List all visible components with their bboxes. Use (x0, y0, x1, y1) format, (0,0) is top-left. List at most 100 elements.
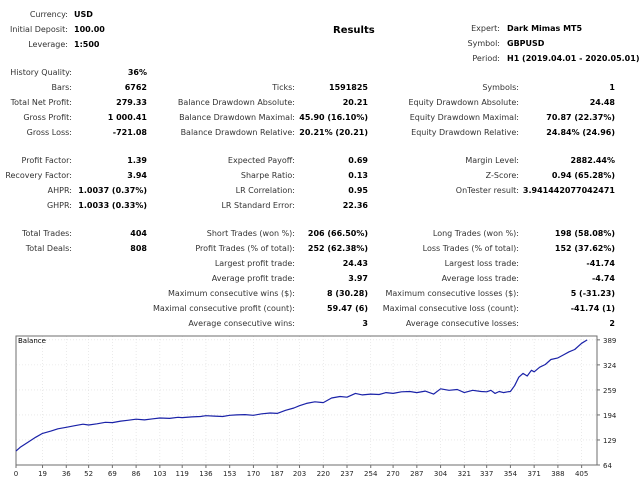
largest-loss-trade-label: Largest loss trade: (444, 259, 519, 268)
period-value: H1 (2019.04.01 - 2020.05.01) (507, 54, 640, 63)
ticks-label: Ticks: (272, 83, 295, 92)
maximal-consecutive-profit-value: 59.47 (6) (327, 304, 368, 313)
x-tick-label: 0 (14, 470, 18, 478)
average-profit-trade-value: 3.97 (348, 274, 368, 283)
gross-loss-value: -721.08 (112, 128, 147, 137)
loss-trades-label: Loss Trades (% of total): (422, 244, 519, 253)
x-tick-label: 405 (575, 470, 588, 478)
recovery-factor-value: 3.94 (127, 171, 147, 180)
leverage-label: Leverage: (28, 40, 68, 49)
x-tick-label: 103 (153, 470, 166, 478)
equity-drawdown-absolute-label: Equity Drawdown Absolute: (408, 98, 519, 107)
x-tick-label: 203 (293, 470, 306, 478)
z-score-label: Z-Score: (485, 171, 519, 180)
lr-standard-error-value: 22.36 (342, 201, 368, 210)
short-trades-value: 206 (66.50%) (307, 229, 368, 238)
short-trades-label: Short Trades (won %): (206, 229, 295, 238)
history-quality-label: History Quality: (10, 68, 72, 77)
x-tick-label: 321 (458, 470, 471, 478)
symbol-value: GBPUSD (507, 39, 545, 48)
x-tick-label: 86 (132, 470, 141, 478)
bars-label: Bars: (51, 83, 72, 92)
ticks-value: 1591825 (329, 83, 368, 92)
max-consecutive-wins-label: Maximum consecutive wins ($): (167, 289, 295, 298)
average-loss-trade-value: -4.74 (591, 274, 615, 283)
profit-factor-label: Profit Factor: (21, 156, 72, 165)
ghpr-label: GHPR: (46, 201, 72, 210)
ghpr-value: 1.0033 (0.33%) (78, 201, 147, 210)
balance-chart-svg: Balance 0 19 36 52 69 86 103 119 136 153 170 187 203… (14, 335, 617, 478)
x-tick-label: 337 (480, 470, 493, 478)
initial-deposit-value: 100.00 (74, 25, 105, 34)
expert-value: Dark Mimas MT5 (507, 24, 583, 33)
x-tick-label: 237 (340, 470, 353, 478)
ontester-result-label: OnTester result: (455, 186, 519, 195)
expected-payoff-value: 0.69 (348, 156, 368, 165)
history-quality-value: 36% (127, 68, 147, 77)
x-tick-label: 371 (527, 470, 540, 478)
symbols-value: 1 (609, 83, 615, 92)
x-tick-label: 69 (108, 470, 117, 478)
average-loss-trade-label: Average loss trade: (441, 274, 519, 283)
average-consecutive-losses-label: Average consecutive losses: (405, 319, 519, 328)
max-consecutive-losses-value: 5 (-31.23) (570, 289, 615, 298)
x-tick-label: 388 (551, 470, 564, 478)
currency-label: Currency: (29, 10, 68, 19)
y-tick-label: 324 (603, 362, 617, 370)
period-label: Period: (472, 54, 500, 63)
equity-drawdown-maximal-label: Equity Drawdown Maximal: (409, 113, 519, 122)
x-tick-label: 287 (410, 470, 423, 478)
largest-loss-trade-value: -41.74 (586, 259, 615, 268)
maximal-consecutive-profit-label: Maximal consecutive profit (count): (152, 304, 295, 313)
symbols-label: Symbols: (482, 83, 519, 92)
balance-drawdown-maximal-label: Balance Drawdown Maximal: (179, 113, 295, 122)
expert-label: Expert: (471, 24, 500, 33)
x-tick-label: 52 (84, 470, 93, 478)
equity-drawdown-absolute-value: 24.48 (589, 98, 615, 107)
y-tick-label: 194 (603, 412, 617, 420)
x-tick-label: 187 (270, 470, 283, 478)
total-trades-value: 404 (130, 229, 147, 238)
x-tick-label: 36 (62, 470, 71, 478)
average-consecutive-wins-value: 3 (362, 319, 368, 328)
max-consecutive-wins-value: 8 (30.28) (327, 289, 368, 298)
x-tick-label: 153 (223, 470, 236, 478)
max-consecutive-losses-label: Maximum consecutive losses ($): (385, 289, 519, 298)
total-net-profit-value: 279.33 (116, 98, 147, 107)
y-tick-label: 64 (603, 462, 612, 470)
profit-factor-value: 1.39 (127, 156, 147, 165)
x-tick-label: 136 (199, 470, 213, 478)
y-tick-label: 129 (603, 437, 616, 445)
chart-grid (15, 336, 597, 466)
x-tick-label: 170 (247, 470, 260, 478)
gross-profit-label: Gross Profit: (23, 113, 72, 122)
gross-loss-label: Gross Loss: (26, 128, 72, 137)
ahpr-label: AHPR: (47, 186, 72, 195)
sharpe-ratio-label: Sharpe Ratio: (240, 171, 295, 180)
symbol-label: Symbol: (467, 39, 501, 48)
currency-value: USD (74, 10, 93, 19)
y-tick-label: 259 (603, 387, 616, 395)
leverage-value: 1:500 (74, 40, 100, 49)
margin-level-value: 2882.44% (570, 156, 615, 165)
expected-payoff-label: Expected Payoff: (227, 156, 295, 165)
average-consecutive-losses-value: 2 (609, 319, 615, 328)
profit-trades-label: Profit Trades (% of total): (195, 244, 295, 253)
long-trades-label: Long Trades (won %): (432, 229, 519, 238)
balance-drawdown-absolute-label: Balance Drawdown Absolute: (177, 98, 295, 107)
x-tick-label: 270 (386, 470, 399, 478)
balance-drawdown-absolute-value: 20.21 (342, 98, 368, 107)
chart-plot-frame (15, 335, 598, 466)
x-tick-label: 19 (38, 470, 47, 478)
chart-ticks: 0 19 36 52 69 86 103 119 136 153 170 187 203 220 237 25… (14, 337, 617, 478)
balance-drawdown-maximal-value: 45.90 (16.10%) (299, 113, 368, 122)
balance-series-line (15, 339, 588, 452)
margin-level-label: Margin Level: (465, 156, 519, 165)
total-net-profit-label: Total Net Profit: (10, 98, 72, 107)
page-title: Results (333, 25, 375, 36)
y-tick-label: 389 (603, 337, 616, 345)
chart-series (15, 339, 588, 452)
balance-drawdown-relative-value: 20.21% (20.21) (299, 128, 368, 137)
long-trades-value: 198 (58.08%) (554, 229, 615, 238)
profit-trades-value: 252 (62.38%) (307, 244, 368, 253)
